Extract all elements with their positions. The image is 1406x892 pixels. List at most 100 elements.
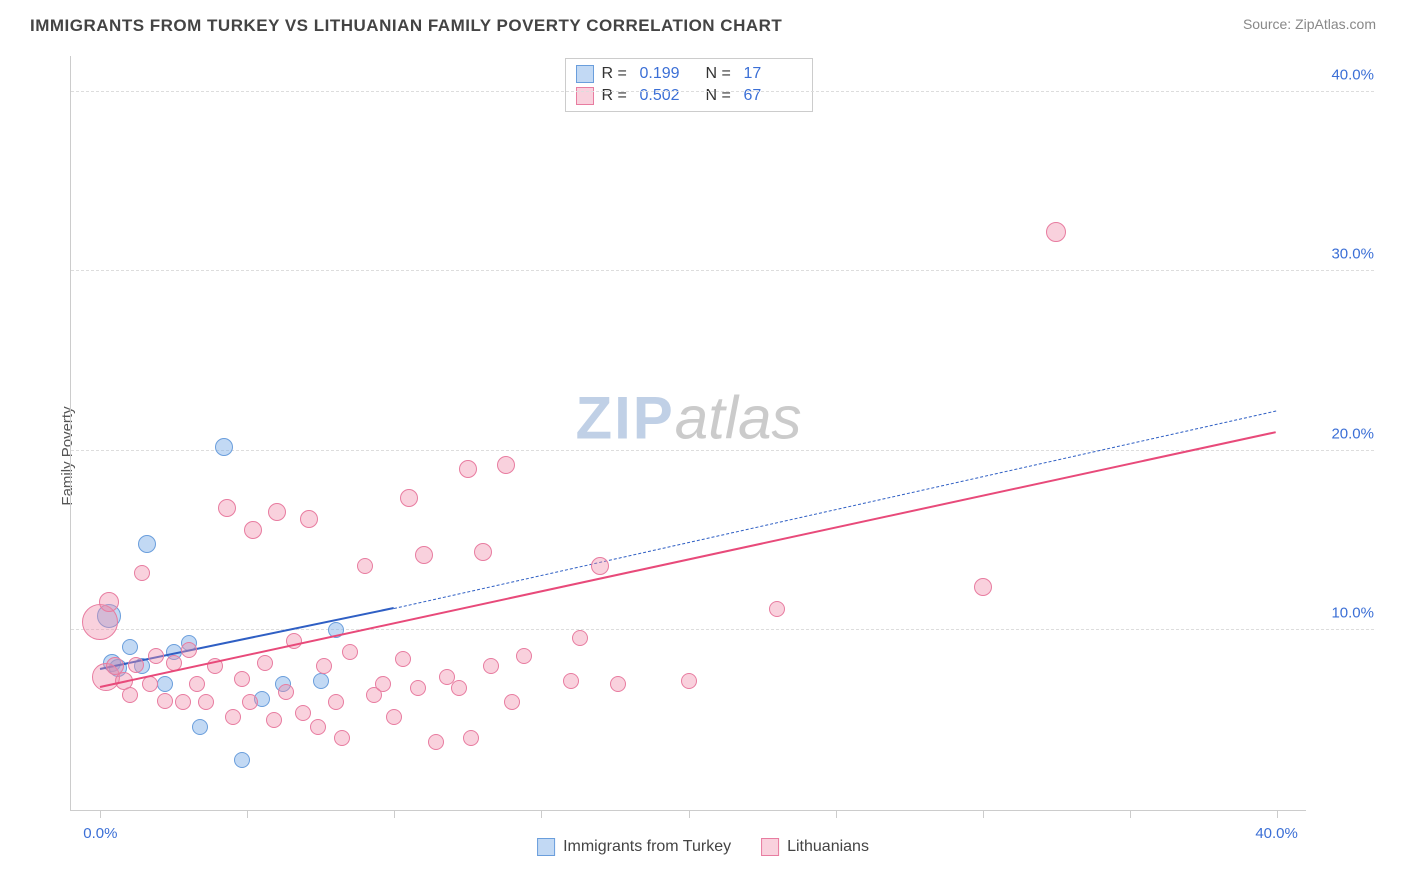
data-point-lithuanians <box>459 460 477 478</box>
data-point-turkey <box>192 719 208 735</box>
data-point-turkey <box>157 676 173 692</box>
x-tick-label: 40.0% <box>1255 825 1298 842</box>
data-point-turkey <box>138 535 156 553</box>
data-point-lithuanians <box>974 578 992 596</box>
data-point-lithuanians <box>295 705 311 721</box>
stat-N-lithuanians: 67 <box>744 87 802 105</box>
data-point-lithuanians <box>328 694 344 710</box>
data-point-lithuanians <box>128 657 144 673</box>
stat-R-label: R = <box>602 65 632 83</box>
gridline <box>71 91 1374 92</box>
data-point-lithuanians <box>342 644 358 660</box>
trend-line-turkey <box>394 410 1276 608</box>
data-point-turkey <box>234 752 250 768</box>
data-point-turkey <box>215 438 233 456</box>
stats-row-turkey: R = 0.199 N = 17 <box>576 63 802 85</box>
x-tick <box>1130 810 1131 818</box>
x-tick <box>541 810 542 818</box>
legend-label-lithuanians: Lithuanians <box>787 838 869 856</box>
data-point-turkey <box>122 639 138 655</box>
source-link[interactable]: ZipAtlas.com <box>1295 16 1376 32</box>
stat-R-lithuanians: 0.502 <box>640 87 698 105</box>
gridline <box>71 270 1374 271</box>
data-point-lithuanians <box>300 510 318 528</box>
y-tick-label: 20.0% <box>1331 425 1374 442</box>
data-point-lithuanians <box>497 456 515 474</box>
swatch-lithuanians <box>576 87 594 105</box>
legend-item-turkey: Immigrants from Turkey <box>537 838 731 856</box>
data-point-lithuanians <box>451 680 467 696</box>
x-tick <box>394 810 395 818</box>
data-point-lithuanians <box>266 712 282 728</box>
legend-item-lithuanians: Lithuanians <box>761 838 869 856</box>
data-point-lithuanians <box>386 709 402 725</box>
stats-legend: R = 0.199 N = 17 R = 0.502 N = 67 <box>565 58 813 112</box>
stat-N-label: N = <box>706 87 736 105</box>
chart-area: Family Poverty ZIPatlas R = 0.199 N = 17… <box>20 46 1386 866</box>
data-point-lithuanians <box>483 658 499 674</box>
data-point-lithuanians <box>415 546 433 564</box>
data-point-lithuanians <box>591 557 609 575</box>
data-point-lithuanians <box>175 694 191 710</box>
y-tick-label: 40.0% <box>1331 66 1374 83</box>
x-tick <box>247 810 248 818</box>
data-point-lithuanians <box>375 676 391 692</box>
data-point-lithuanians <box>395 651 411 667</box>
source-label: Source: <box>1243 16 1291 32</box>
data-point-lithuanians <box>769 601 785 617</box>
watermark: ZIPatlas <box>575 383 801 452</box>
data-point-lithuanians <box>99 592 119 612</box>
data-point-lithuanians <box>189 676 205 692</box>
stats-row-lithuanians: R = 0.502 N = 67 <box>576 85 802 107</box>
x-tick <box>100 810 101 818</box>
data-point-lithuanians <box>198 694 214 710</box>
data-point-lithuanians <box>225 709 241 725</box>
data-point-lithuanians <box>142 676 158 692</box>
data-point-lithuanians <box>157 693 173 709</box>
data-point-lithuanians <box>218 499 236 517</box>
data-point-lithuanians <box>244 521 262 539</box>
chart-container: IMMIGRANTS FROM TURKEY VS LITHUANIAN FAM… <box>0 0 1406 892</box>
data-point-lithuanians <box>428 734 444 750</box>
data-point-lithuanians <box>1046 222 1066 242</box>
legend-swatch-turkey <box>537 838 555 856</box>
legend-swatch-lithuanians <box>761 838 779 856</box>
data-point-lithuanians <box>122 687 138 703</box>
swatch-turkey <box>576 65 594 83</box>
data-point-turkey <box>313 673 329 689</box>
data-point-lithuanians <box>516 648 532 664</box>
data-point-lithuanians <box>334 730 350 746</box>
trend-line-turkey <box>100 607 394 670</box>
data-point-lithuanians <box>234 671 250 687</box>
x-tick <box>689 810 690 818</box>
x-tick-label: 0.0% <box>83 825 117 842</box>
x-tick <box>983 810 984 818</box>
trend-line-lithuanians <box>100 431 1277 688</box>
data-point-lithuanians <box>134 565 150 581</box>
data-point-lithuanians <box>148 648 164 664</box>
data-point-lithuanians <box>316 658 332 674</box>
data-point-lithuanians <box>268 503 286 521</box>
plot-area: ZIPatlas R = 0.199 N = 17 R = 0.502 N = … <box>70 56 1306 811</box>
data-point-lithuanians <box>257 655 273 671</box>
chart-header: IMMIGRANTS FROM TURKEY VS LITHUANIAN FAM… <box>20 10 1386 46</box>
watermark-zip: ZIP <box>575 384 674 451</box>
data-point-lithuanians <box>504 694 520 710</box>
data-point-lithuanians <box>310 719 326 735</box>
stat-N-label: N = <box>706 65 736 83</box>
x-tick <box>1277 810 1278 818</box>
data-point-lithuanians <box>572 630 588 646</box>
y-tick-label: 10.0% <box>1331 605 1374 622</box>
x-tick <box>836 810 837 818</box>
data-point-lithuanians <box>181 642 197 658</box>
chart-source: Source: ZipAtlas.com <box>1243 16 1376 32</box>
data-point-lithuanians <box>400 489 418 507</box>
chart-title: IMMIGRANTS FROM TURKEY VS LITHUANIAN FAM… <box>30 16 782 36</box>
data-point-lithuanians <box>242 694 258 710</box>
gridline <box>71 629 1374 630</box>
data-point-lithuanians <box>463 730 479 746</box>
data-point-lithuanians <box>410 680 426 696</box>
data-point-lithuanians <box>681 673 697 689</box>
data-point-lithuanians <box>474 543 492 561</box>
gridline <box>71 450 1374 451</box>
